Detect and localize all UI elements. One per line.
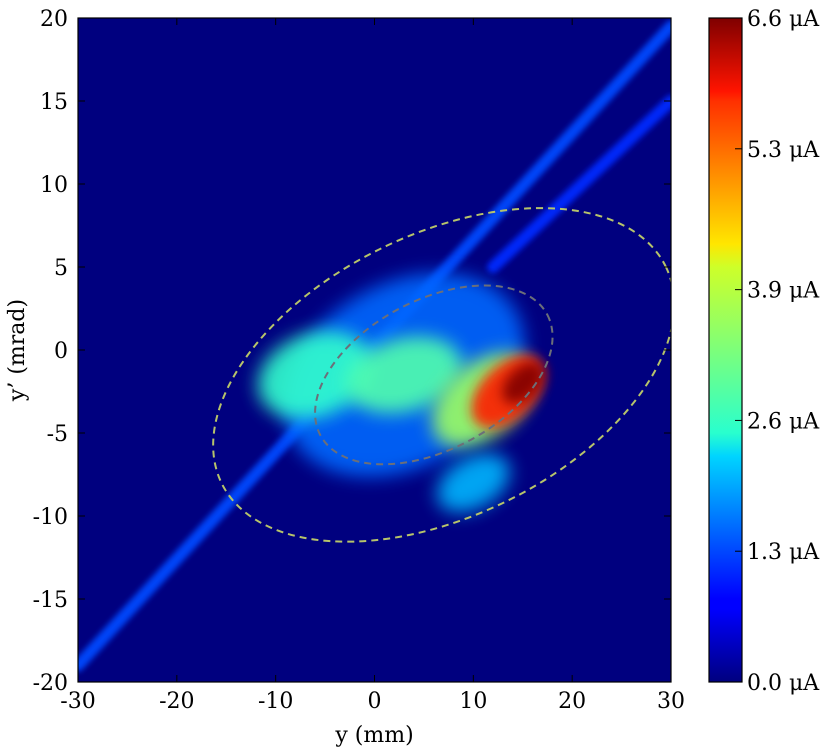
y-tick-label: -15 — [33, 588, 68, 613]
intensity-streak-1 — [487, 95, 671, 273]
intensity-blob-7 — [502, 362, 544, 404]
y-tick-label: -10 — [33, 505, 68, 530]
y-tick-label: 10 — [40, 173, 68, 198]
intensity-blob-4 — [346, 336, 463, 414]
colorbar-frame — [708, 17, 743, 683]
heatmap-layer — [78, 20, 671, 672]
colorbar-tick-label: 5.3 μA — [747, 138, 820, 163]
colorbar-gradient — [709, 18, 742, 682]
x-axis: -30 -20 -10 0 10 20 30 — [60, 18, 685, 714]
x-axis-label: y (mm) — [334, 723, 413, 748]
x-tick-label: -30 — [60, 689, 95, 714]
colorbar-tick-label: 0.0 μA — [747, 671, 820, 696]
x-tick-label: 20 — [558, 689, 586, 714]
y-tick-label: 0 — [54, 339, 68, 364]
x-tick-label: -20 — [159, 689, 194, 714]
intensity-blob-3 — [257, 330, 373, 419]
y-tick-label: 15 — [40, 90, 68, 115]
colorbar: 0.0 μA 1.3 μA 2.6 μA 3.9 μA 5.3 μA 6.6 μA — [708, 7, 820, 696]
plot-area — [77, 17, 672, 683]
x-tick-label: 10 — [459, 689, 487, 714]
y-tick-label: 5 — [54, 256, 68, 281]
colorbar-ticks: 0.0 μA 1.3 μA 2.6 μA 3.9 μA 5.3 μA 6.6 μA — [735, 7, 820, 696]
x-tick-label: -10 — [258, 689, 293, 714]
colorbar-tick-label: 3.9 μA — [747, 279, 820, 304]
y-axis: -20 -15 -10 -5 0 5 10 15 20 — [33, 7, 671, 696]
colorbar-tick-label: 1.3 μA — [747, 540, 820, 565]
y-tick-label: -5 — [47, 422, 68, 447]
y-axis-label: y’ (mrad) — [5, 299, 30, 402]
colorbar-tick-label: 2.6 μA — [747, 409, 820, 434]
x-tick-label: 0 — [368, 689, 382, 714]
x-tick-label: 30 — [657, 689, 685, 714]
intensity-blob-8 — [436, 453, 510, 513]
y-tick-label: 20 — [40, 7, 68, 32]
y-tick-label: -20 — [33, 671, 68, 696]
emittance-ellipse-1 — [314, 284, 554, 466]
colorbar-tick-label: 6.6 μA — [747, 7, 820, 32]
